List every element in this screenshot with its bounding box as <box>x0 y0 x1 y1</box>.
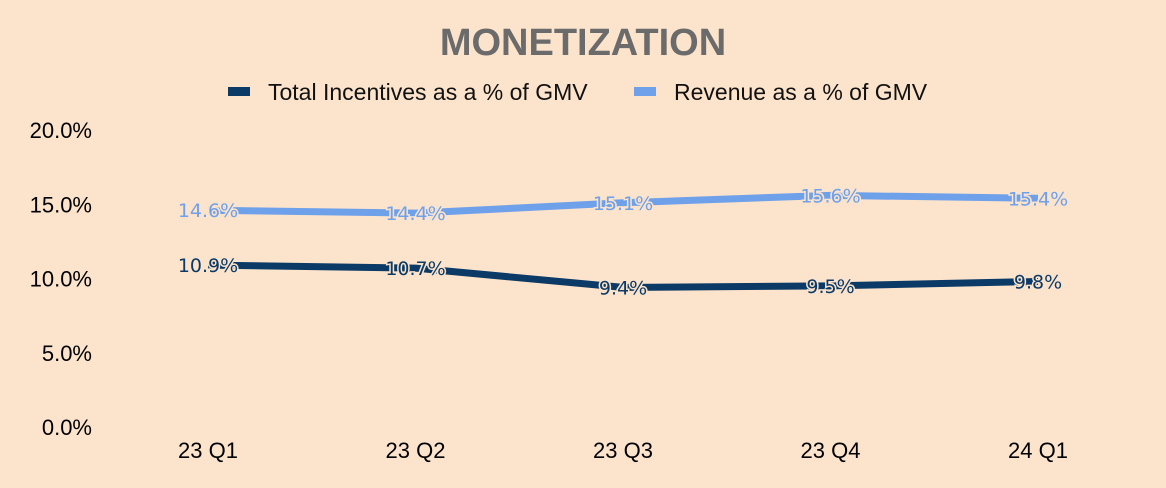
data-label-incentives: 9.8% <box>1014 271 1062 293</box>
y-tick-label: 0.0% <box>42 415 92 440</box>
legend-label-incentives: Total Incentives as a % of GMV <box>268 79 588 105</box>
x-tick-label: 23 Q2 <box>386 438 446 463</box>
x-tick-label: 23 Q4 <box>801 438 861 463</box>
y-tick-label: 5.0% <box>42 341 92 366</box>
legend-label-revenue: Revenue as a % of GMV <box>674 79 928 105</box>
legend-swatch-incentives <box>228 87 250 96</box>
data-label-revenue: 15.1% <box>593 193 653 215</box>
x-tick-label: 24 Q1 <box>1008 438 1068 463</box>
y-tick-label: 15.0% <box>30 192 92 217</box>
data-label-revenue: 14.4% <box>385 203 445 225</box>
legend-item-revenue: Revenue as a % of GMV <box>634 79 928 105</box>
data-labels: 10.9% 10.7% 9.4% 9.5% 9.8% 14.6% 14.4% 15.1% 15.… <box>176 184 1069 301</box>
data-label-revenue: 14.6% <box>178 200 238 222</box>
data-label-incentives: 10.7% <box>385 258 445 280</box>
x-tick-label: 23 Q3 <box>593 438 653 463</box>
data-label-incentives: 9.4% <box>599 277 647 299</box>
legend-swatch-revenue <box>634 87 656 96</box>
x-tick-label: 23 Q1 <box>178 438 238 463</box>
data-label-revenue: 15.6% <box>800 185 860 207</box>
data-label-revenue: 15.4% <box>1008 188 1068 210</box>
y-tick-label: 20.0% <box>30 118 92 143</box>
series-layer <box>207 191 1039 291</box>
data-label-incentives: 9.5% <box>806 276 854 298</box>
data-label-incentives: 10.9% <box>178 255 238 277</box>
y-tick-label: 10.0% <box>30 267 92 292</box>
series-line-revenue <box>207 191 1039 217</box>
series-line-incentives <box>207 261 1039 291</box>
chart-title: MONETIZATION <box>440 22 726 64</box>
legend: Total Incentives as a % of GMV Revenue a… <box>228 79 928 105</box>
y-axis: 0.0% 5.0% 10.0% 15.0% 20.0% <box>30 118 92 440</box>
legend-item-incentives: Total Incentives as a % of GMV <box>228 79 588 105</box>
x-axis: 23 Q1 23 Q2 23 Q3 23 Q4 24 Q1 <box>178 438 1068 463</box>
